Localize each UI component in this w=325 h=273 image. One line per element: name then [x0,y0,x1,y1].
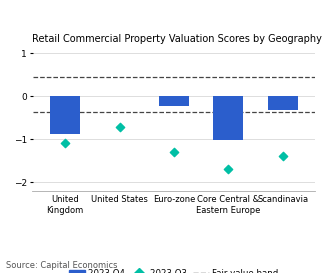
Text: Retail Commercial Property Valuation Scores by Geography: Retail Commercial Property Valuation Sco… [32,34,322,44]
Text: Source: Capital Economics: Source: Capital Economics [6,261,118,270]
Legend: 2023 Q4, 2023 Q3, Fair value band: 2023 Q4, 2023 Q3, Fair value band [69,269,279,273]
Point [226,167,231,171]
Point [117,125,122,130]
Bar [50,96,80,134]
Point [280,154,285,158]
Point [62,141,68,145]
Bar [159,96,189,106]
Bar [268,96,298,110]
Bar [213,96,243,140]
Point [171,149,176,154]
